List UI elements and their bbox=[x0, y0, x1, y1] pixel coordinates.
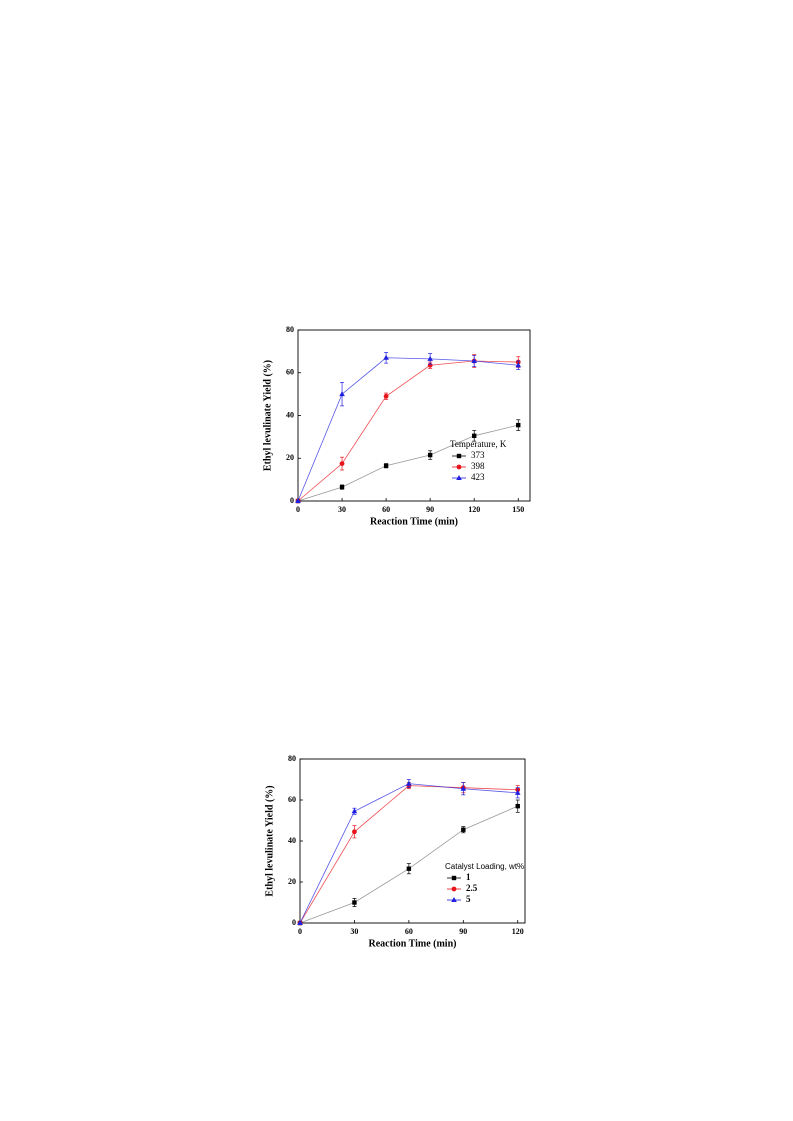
series-line bbox=[297, 360, 519, 502]
legend-label: 423 bbox=[471, 472, 485, 482]
legend-title: Catalyst Loading, wt% bbox=[445, 862, 524, 871]
y-tick-label: 40 bbox=[286, 410, 294, 419]
x-tick-label: 60 bbox=[405, 927, 413, 936]
marker bbox=[472, 433, 477, 439]
legend-label: 5 bbox=[466, 894, 471, 904]
marker bbox=[383, 463, 389, 468]
x-tick-label: 90 bbox=[459, 927, 467, 936]
y-tick-label: 60 bbox=[288, 795, 296, 804]
legend-label: 1 bbox=[466, 872, 471, 882]
x-tick-label: 0 bbox=[298, 927, 302, 936]
marker bbox=[406, 780, 412, 786]
y-tick-label: 40 bbox=[288, 836, 296, 845]
marker bbox=[515, 803, 520, 809]
series-line bbox=[297, 424, 519, 502]
x-tick-label: 30 bbox=[338, 505, 346, 514]
x-tick-label: 0 bbox=[296, 505, 300, 514]
y-tick-label: 80 bbox=[286, 325, 294, 334]
x-axis-title: Reaction Time (min) bbox=[369, 938, 457, 949]
y-tick-label: 0 bbox=[292, 918, 296, 927]
marker bbox=[456, 453, 462, 459]
marker bbox=[456, 464, 462, 470]
series-line bbox=[297, 357, 519, 502]
marker bbox=[515, 362, 522, 368]
legend-title: Temperature, K bbox=[450, 439, 507, 449]
marker bbox=[339, 484, 345, 490]
legend-label: 2.5 bbox=[466, 883, 478, 893]
x-tick-label: 120 bbox=[468, 505, 480, 514]
marker bbox=[297, 920, 303, 925]
y-tick-label: 20 bbox=[286, 453, 294, 462]
x-tick-label: 90 bbox=[426, 505, 434, 514]
legend-label: 398 bbox=[471, 461, 485, 471]
x-axis-title: Reaction Time (min) bbox=[370, 516, 458, 527]
marker bbox=[451, 875, 457, 881]
y-tick-label: 0 bbox=[290, 496, 294, 505]
marker bbox=[295, 498, 301, 503]
marker bbox=[352, 900, 357, 905]
marker bbox=[461, 827, 466, 832]
series-line bbox=[299, 783, 518, 924]
marker bbox=[516, 422, 521, 428]
marker bbox=[456, 475, 462, 480]
y-tick-label: 60 bbox=[286, 368, 294, 377]
series-line bbox=[299, 785, 518, 924]
marker bbox=[339, 391, 345, 397]
x-tick-label: 30 bbox=[350, 927, 358, 936]
marker bbox=[406, 866, 412, 871]
y-tick-label: 20 bbox=[288, 877, 296, 886]
marker bbox=[514, 789, 521, 795]
y-axis-title: Ethyl levulinate Yield (%) bbox=[264, 785, 275, 896]
marker bbox=[451, 886, 457, 892]
marker bbox=[383, 393, 389, 399]
marker bbox=[460, 785, 467, 791]
marker bbox=[351, 808, 358, 814]
plot-frame bbox=[297, 329, 531, 502]
marker bbox=[383, 354, 389, 360]
marker bbox=[471, 357, 478, 363]
marker bbox=[451, 897, 457, 902]
marker bbox=[427, 452, 433, 458]
x-tick-label: 150 bbox=[512, 505, 524, 514]
marker bbox=[427, 355, 433, 361]
marker bbox=[352, 829, 357, 835]
x-tick-label: 120 bbox=[512, 927, 524, 936]
legend-label: 373 bbox=[471, 450, 485, 460]
x-tick-label: 60 bbox=[382, 505, 390, 514]
y-axis-title: Ethyl levulinate Yield (%) bbox=[262, 360, 273, 471]
marker bbox=[339, 461, 345, 466]
y-tick-label: 80 bbox=[288, 754, 296, 763]
